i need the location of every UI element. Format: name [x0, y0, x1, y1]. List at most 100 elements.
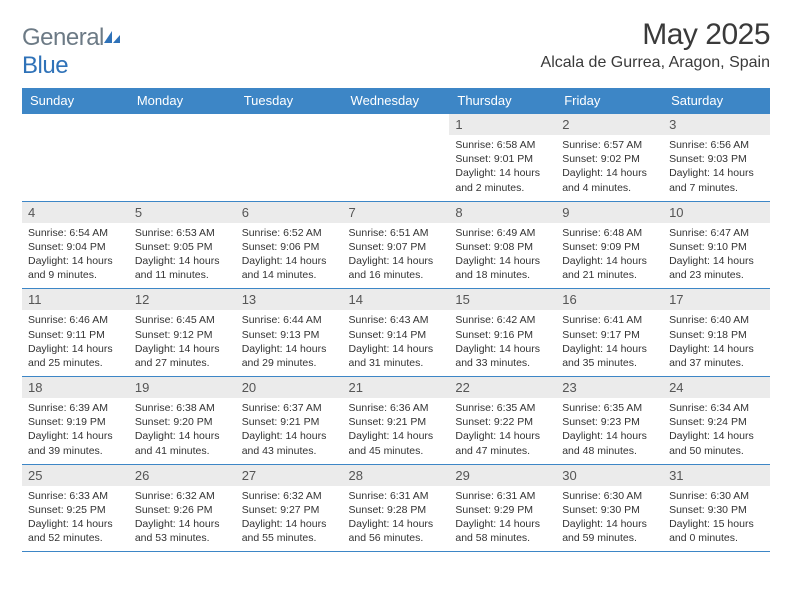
day-body: Sunrise: 6:33 AMSunset: 9:25 PMDaylight:…	[22, 486, 129, 552]
sunset-line: Sunset: 9:10 PM	[669, 240, 764, 254]
day-number	[343, 114, 450, 135]
day-number: 24	[663, 377, 770, 398]
sunset-line: Sunset: 9:07 PM	[349, 240, 444, 254]
day-number: 29	[449, 465, 556, 486]
day-number: 15	[449, 289, 556, 310]
day-header: Tuesday	[236, 88, 343, 114]
sunrise-line: Sunrise: 6:35 AM	[562, 401, 657, 415]
daylight-line: Daylight: 14 hours and 21 minutes.	[562, 254, 657, 282]
sunset-line: Sunset: 9:21 PM	[242, 415, 337, 429]
sunset-line: Sunset: 9:29 PM	[455, 503, 550, 517]
daylight-line: Daylight: 14 hours and 11 minutes.	[135, 254, 230, 282]
daylight-line: Daylight: 14 hours and 37 minutes.	[669, 342, 764, 370]
daylight-line: Daylight: 14 hours and 9 minutes.	[28, 254, 123, 282]
daylight-line: Daylight: 14 hours and 50 minutes.	[669, 429, 764, 457]
sunrise-line: Sunrise: 6:42 AM	[455, 313, 550, 327]
month-title: May 2025	[541, 18, 770, 52]
sunset-line: Sunset: 9:16 PM	[455, 328, 550, 342]
sunset-line: Sunset: 9:30 PM	[562, 503, 657, 517]
daylight-line: Daylight: 14 hours and 48 minutes.	[562, 429, 657, 457]
sunrise-line: Sunrise: 6:32 AM	[242, 489, 337, 503]
sunrise-line: Sunrise: 6:58 AM	[455, 138, 550, 152]
logo-part2: Blue	[22, 52, 68, 79]
day-number	[22, 114, 129, 135]
day-body: Sunrise: 6:56 AMSunset: 9:03 PMDaylight:…	[663, 135, 770, 201]
day-number: 18	[22, 377, 129, 398]
day-number: 3	[663, 114, 770, 135]
daylight-line: Daylight: 14 hours and 2 minutes.	[455, 166, 550, 194]
sunset-line: Sunset: 9:08 PM	[455, 240, 550, 254]
day-body: Sunrise: 6:47 AMSunset: 9:10 PMDaylight:…	[663, 223, 770, 289]
sunrise-line: Sunrise: 6:35 AM	[455, 401, 550, 415]
daylight-line: Daylight: 14 hours and 35 minutes.	[562, 342, 657, 370]
day-header: Wednesday	[343, 88, 450, 114]
calendar-cell: 10Sunrise: 6:47 AMSunset: 9:10 PMDayligh…	[663, 201, 770, 289]
calendar-cell: 16Sunrise: 6:41 AMSunset: 9:17 PMDayligh…	[556, 289, 663, 377]
calendar-cell: 12Sunrise: 6:45 AMSunset: 9:12 PMDayligh…	[129, 289, 236, 377]
sunset-line: Sunset: 9:05 PM	[135, 240, 230, 254]
calendar-body: 1Sunrise: 6:58 AMSunset: 9:01 PMDaylight…	[22, 114, 770, 552]
sunrise-line: Sunrise: 6:44 AM	[242, 313, 337, 327]
day-body: Sunrise: 6:32 AMSunset: 9:27 PMDaylight:…	[236, 486, 343, 552]
sunset-line: Sunset: 9:25 PM	[28, 503, 123, 517]
sunrise-line: Sunrise: 6:31 AM	[455, 489, 550, 503]
sunset-line: Sunset: 9:01 PM	[455, 152, 550, 166]
sunrise-line: Sunrise: 6:52 AM	[242, 226, 337, 240]
sunset-line: Sunset: 9:03 PM	[669, 152, 764, 166]
day-header: Friday	[556, 88, 663, 114]
sunset-line: Sunset: 9:22 PM	[455, 415, 550, 429]
sunset-line: Sunset: 9:12 PM	[135, 328, 230, 342]
calendar-cell: 7Sunrise: 6:51 AMSunset: 9:07 PMDaylight…	[343, 201, 450, 289]
calendar-cell: 1Sunrise: 6:58 AMSunset: 9:01 PMDaylight…	[449, 114, 556, 202]
sunset-line: Sunset: 9:19 PM	[28, 415, 123, 429]
day-number: 2	[556, 114, 663, 135]
calendar-week: 18Sunrise: 6:39 AMSunset: 9:19 PMDayligh…	[22, 377, 770, 465]
day-body: Sunrise: 6:54 AMSunset: 9:04 PMDaylight:…	[22, 223, 129, 289]
day-number: 9	[556, 202, 663, 223]
logo: GeneralBlue	[22, 18, 121, 80]
title-block: May 2025 Alcala de Gurrea, Aragon, Spain	[541, 18, 770, 72]
day-number: 13	[236, 289, 343, 310]
sunrise-line: Sunrise: 6:40 AM	[669, 313, 764, 327]
calendar-cell	[22, 114, 129, 202]
day-number: 31	[663, 465, 770, 486]
day-body: Sunrise: 6:39 AMSunset: 9:19 PMDaylight:…	[22, 398, 129, 464]
day-body: Sunrise: 6:37 AMSunset: 9:21 PMDaylight:…	[236, 398, 343, 464]
calendar-cell: 18Sunrise: 6:39 AMSunset: 9:19 PMDayligh…	[22, 377, 129, 465]
calendar-cell: 15Sunrise: 6:42 AMSunset: 9:16 PMDayligh…	[449, 289, 556, 377]
calendar-cell: 14Sunrise: 6:43 AMSunset: 9:14 PMDayligh…	[343, 289, 450, 377]
daylight-line: Daylight: 14 hours and 33 minutes.	[455, 342, 550, 370]
day-body: Sunrise: 6:52 AMSunset: 9:06 PMDaylight:…	[236, 223, 343, 289]
calendar-cell: 8Sunrise: 6:49 AMSunset: 9:08 PMDaylight…	[449, 201, 556, 289]
sunrise-line: Sunrise: 6:30 AM	[562, 489, 657, 503]
day-number: 16	[556, 289, 663, 310]
daylight-line: Daylight: 14 hours and 58 minutes.	[455, 517, 550, 545]
sunset-line: Sunset: 9:04 PM	[28, 240, 123, 254]
day-body: Sunrise: 6:42 AMSunset: 9:16 PMDaylight:…	[449, 310, 556, 376]
daylight-line: Daylight: 14 hours and 43 minutes.	[242, 429, 337, 457]
sunrise-line: Sunrise: 6:32 AM	[135, 489, 230, 503]
day-body: Sunrise: 6:35 AMSunset: 9:22 PMDaylight:…	[449, 398, 556, 464]
calendar-cell: 30Sunrise: 6:30 AMSunset: 9:30 PMDayligh…	[556, 464, 663, 552]
calendar-week: 11Sunrise: 6:46 AMSunset: 9:11 PMDayligh…	[22, 289, 770, 377]
day-number: 12	[129, 289, 236, 310]
daylight-line: Daylight: 14 hours and 39 minutes.	[28, 429, 123, 457]
day-body: Sunrise: 6:30 AMSunset: 9:30 PMDaylight:…	[663, 486, 770, 552]
calendar-cell: 11Sunrise: 6:46 AMSunset: 9:11 PMDayligh…	[22, 289, 129, 377]
day-body: Sunrise: 6:51 AMSunset: 9:07 PMDaylight:…	[343, 223, 450, 289]
day-header: Sunday	[22, 88, 129, 114]
day-number: 23	[556, 377, 663, 398]
sunset-line: Sunset: 9:27 PM	[242, 503, 337, 517]
calendar-cell: 5Sunrise: 6:53 AMSunset: 9:05 PMDaylight…	[129, 201, 236, 289]
daylight-line: Daylight: 14 hours and 47 minutes.	[455, 429, 550, 457]
daylight-line: Daylight: 14 hours and 53 minutes.	[135, 517, 230, 545]
day-number: 8	[449, 202, 556, 223]
day-body: Sunrise: 6:57 AMSunset: 9:02 PMDaylight:…	[556, 135, 663, 201]
daylight-line: Daylight: 14 hours and 23 minutes.	[669, 254, 764, 282]
sunrise-line: Sunrise: 6:36 AM	[349, 401, 444, 415]
sunset-line: Sunset: 9:26 PM	[135, 503, 230, 517]
daylight-line: Daylight: 14 hours and 4 minutes.	[562, 166, 657, 194]
daylight-line: Daylight: 14 hours and 52 minutes.	[28, 517, 123, 545]
day-number: 7	[343, 202, 450, 223]
sunset-line: Sunset: 9:20 PM	[135, 415, 230, 429]
